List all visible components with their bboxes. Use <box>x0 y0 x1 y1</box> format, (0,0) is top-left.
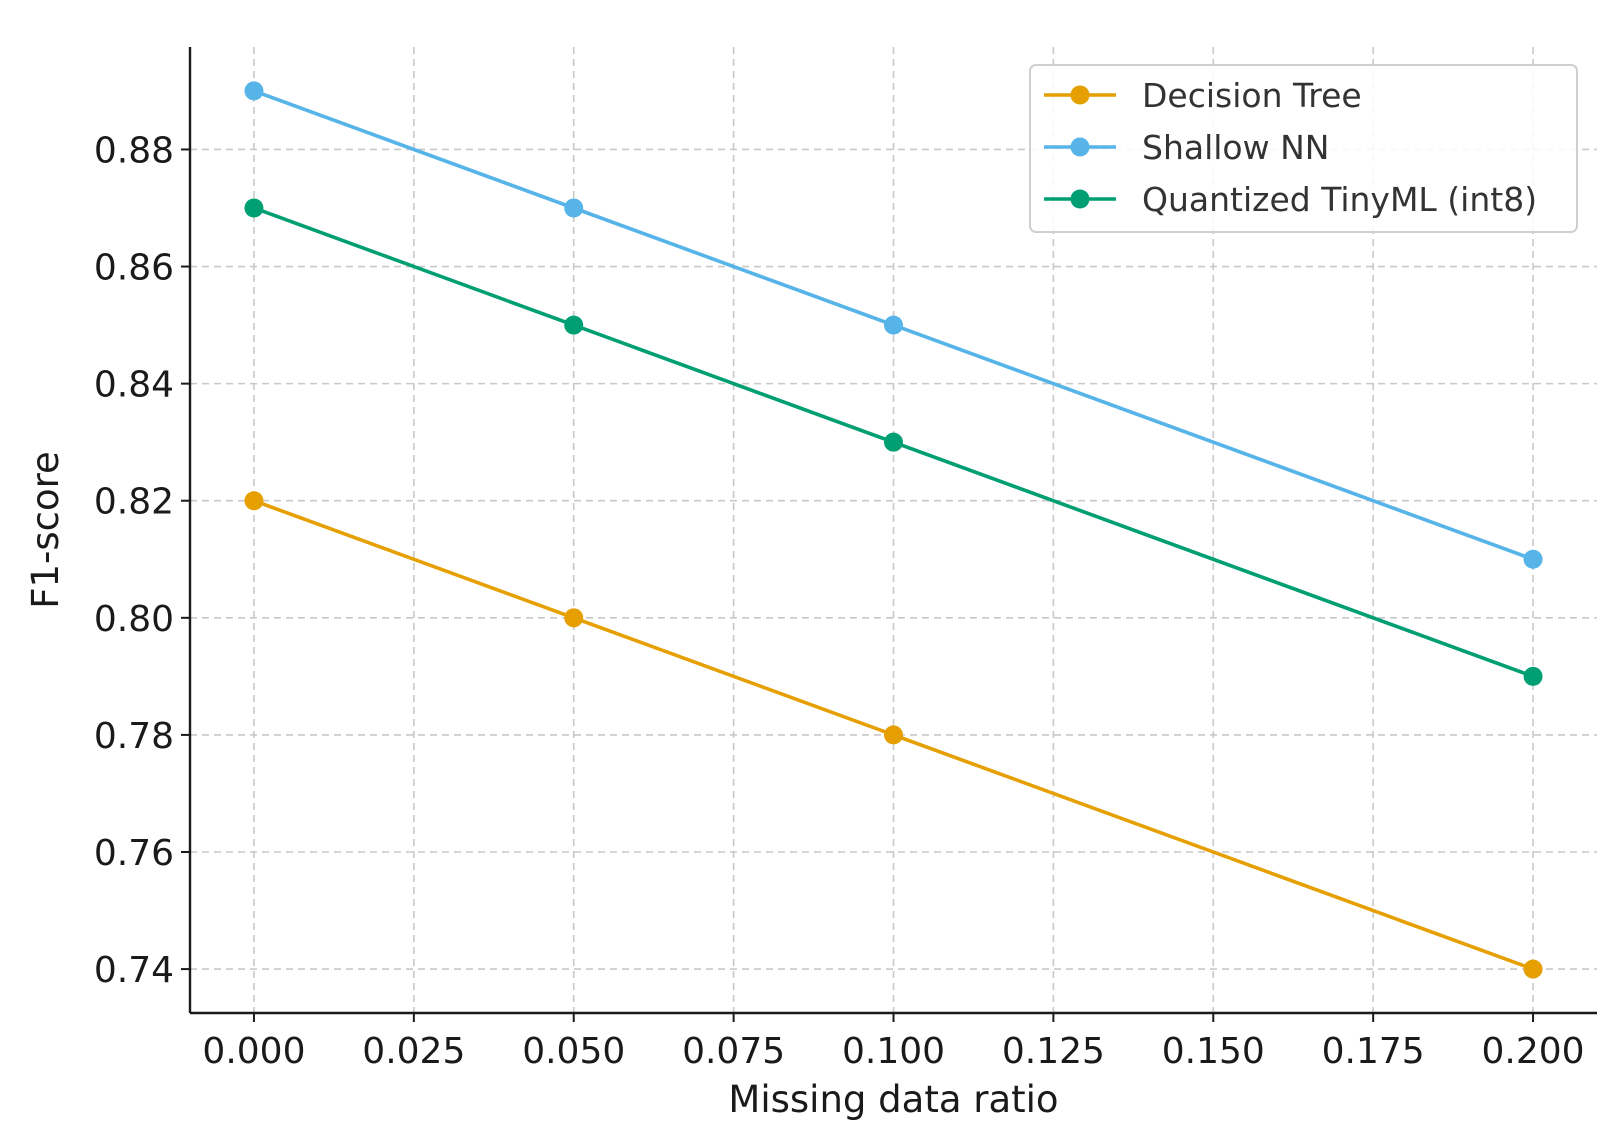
legend-item: Decision Tree <box>1044 76 1362 115</box>
x-axis-title: Missing data ratio <box>728 1078 1058 1121</box>
y-tick-label: 0.80 <box>94 599 174 640</box>
data-point <box>884 432 903 452</box>
data-point <box>564 608 584 628</box>
legend-swatch-marker <box>1070 85 1090 105</box>
x-tick-label: 0.100 <box>842 1031 945 1072</box>
legend-swatch-marker <box>1070 137 1090 157</box>
data-point <box>244 198 264 218</box>
legend-label: Shallow NN <box>1142 128 1329 167</box>
x-tick-label: 0.025 <box>362 1031 465 1072</box>
series-line <box>253 89 1534 561</box>
x-tick-label: 0.150 <box>1162 1031 1265 1072</box>
x-tick-label: 0.075 <box>682 1031 785 1072</box>
x-tick-label: 0.200 <box>1482 1031 1585 1072</box>
axes-layer: 0.000 0.025 0.050 0.075 0.100 0.125 0.150 0.175… <box>94 47 1597 1072</box>
legend-item: Shallow NN <box>1044 128 1329 167</box>
y-tick-label: 0.84 <box>94 365 174 406</box>
x-tick-label: 0.175 <box>1322 1031 1425 1072</box>
series-shallow-nn <box>244 81 1543 569</box>
legend-item: Quantized TinyML (int8) <box>1044 180 1537 219</box>
x-tick-label: 0.050 <box>522 1031 625 1072</box>
y-tick-label: 0.86 <box>94 248 174 289</box>
y-axis-title: F1-score <box>24 451 67 609</box>
data-point <box>564 198 584 218</box>
data-point <box>244 81 264 101</box>
legend-label: Quantized TinyML (int8) <box>1142 180 1537 219</box>
x-tick-label: 0.125 <box>1002 1031 1105 1072</box>
data-point <box>1523 549 1543 569</box>
series-layer <box>244 81 1543 979</box>
y-tick-label: 0.78 <box>94 716 174 757</box>
y-tick-label: 0.74 <box>94 950 174 991</box>
y-tick-label: 0.88 <box>94 130 174 171</box>
data-point <box>564 315 584 335</box>
legend-label: Decision Tree <box>1142 76 1362 115</box>
data-point <box>884 725 903 745</box>
x-tick-label: 0.000 <box>202 1031 305 1072</box>
series-decision-tree <box>244 491 1543 979</box>
series-quantized-tinyml-int8 <box>244 198 1543 686</box>
data-point <box>244 491 264 511</box>
data-point <box>1523 666 1543 686</box>
series-line <box>253 206 1534 679</box>
y-tick-label: 0.76 <box>94 833 174 874</box>
data-point <box>884 315 903 335</box>
data-point <box>1523 959 1543 979</box>
legend-swatch-marker <box>1070 189 1090 209</box>
series-line <box>253 499 1534 971</box>
legend: Decision Tree Shallow NN Quantized TinyML … <box>1029 64 1578 233</box>
legend-frame <box>1029 64 1578 233</box>
y-tick-label: 0.82 <box>94 482 174 523</box>
